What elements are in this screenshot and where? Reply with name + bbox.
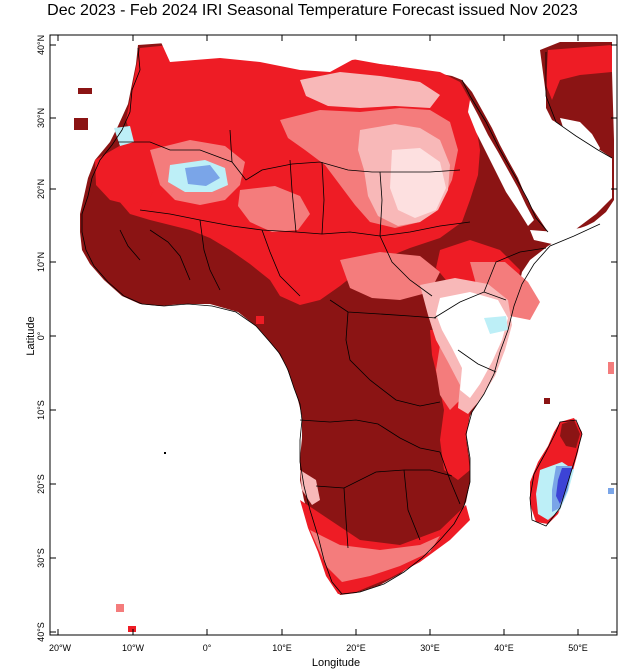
y-tick-label: 30°N [36, 108, 46, 128]
y-tick-label: 0° [36, 331, 46, 340]
red-sea [468, 100, 534, 226]
warm-region-sahara-west [95, 140, 160, 205]
warm-region-arabia [546, 45, 612, 100]
x-tick-label: 40°E [494, 643, 514, 653]
y-axis-title: Latitude [25, 316, 37, 355]
island-cape-verde [94, 210, 100, 216]
y-tick-marks [50, 44, 617, 633]
island-st-helena [164, 452, 166, 454]
cool-core-sahara [185, 165, 220, 186]
island-azores [78, 88, 92, 94]
x-tick-label: 0° [203, 643, 212, 653]
x-tick-label: 30°E [420, 643, 440, 653]
x-tick-label: 10°E [272, 643, 292, 653]
x-tick-label: 20°W [49, 643, 72, 653]
y-tick-label: 10°N [36, 252, 46, 272]
island-south-atlantic-2 [128, 626, 136, 632]
moderate-warm-sahel [238, 186, 310, 232]
madagascar-dark-warm [560, 420, 580, 448]
map-frame [49, 34, 618, 636]
x-axis-title: Longitude [312, 657, 360, 669]
persian-gulf [560, 118, 600, 156]
island-madeira [74, 118, 88, 130]
moderate-warm-south [310, 530, 440, 582]
y-tick-label: 20°N [36, 179, 46, 199]
near-normal-sudan [390, 148, 446, 218]
cool-patch-lake-victoria [484, 316, 508, 334]
x-tick-marks [57, 35, 579, 635]
island-south-atlantic [116, 604, 124, 612]
y-tick-label: 20°S [36, 474, 46, 494]
warm-region-north [118, 42, 480, 305]
island-bioko [256, 316, 264, 324]
mediterranean-sea [160, 40, 470, 72]
island-seychelles [608, 362, 614, 374]
light-warm-north-coast [300, 72, 440, 108]
x-tick-label: 50°E [568, 643, 588, 653]
x-tick-label: 20°E [346, 643, 366, 653]
y-tick-label: 10°S [36, 400, 46, 420]
gulf-of-aden [530, 222, 600, 244]
madagascar-strong-cool [556, 468, 572, 504]
map-title: Dec 2023 - Feb 2024 IRI Seasonal Tempera… [47, 2, 578, 19]
y-tick-label: 40°N [36, 35, 46, 55]
island-comoros [544, 398, 550, 404]
y-tick-label: 30°S [36, 548, 46, 568]
country-borders [81, 47, 613, 595]
moderate-warm-central [340, 252, 440, 300]
x-tick-label: 10°W [122, 643, 145, 653]
y-tick-label: 40°S [36, 622, 46, 642]
cool-patch-northwest [114, 126, 134, 146]
light-warm-south-rim [300, 470, 320, 505]
moderate-warm-horn [470, 262, 540, 320]
island-east [608, 488, 614, 494]
